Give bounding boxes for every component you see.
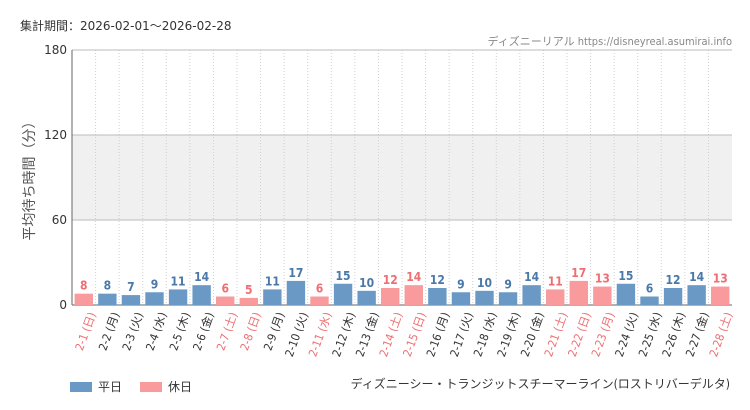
- bar: [98, 293, 117, 305]
- data-label: 9: [457, 277, 465, 291]
- x-tick-label: 2-3 (火): [119, 310, 146, 352]
- data-label: 10: [359, 276, 374, 290]
- x-tick-label: 2-8 (日): [237, 310, 264, 352]
- bar: [498, 292, 518, 305]
- x-tick-label: 2-5 (木): [166, 310, 193, 352]
- grid-band: [72, 135, 732, 220]
- data-label: 14: [689, 270, 705, 284]
- bar: [522, 285, 541, 305]
- data-label: 12: [430, 273, 445, 287]
- data-label: 15: [336, 269, 351, 283]
- data-label: 6: [221, 282, 229, 296]
- legend-label-weekday: 平日: [98, 380, 123, 394]
- data-label: 6: [316, 282, 324, 296]
- data-label: 8: [104, 279, 112, 293]
- bar: [286, 280, 306, 305]
- data-label: 14: [194, 270, 210, 284]
- x-tick-label: 2-1 (日): [72, 310, 99, 352]
- bar: [121, 295, 141, 305]
- data-label: 11: [265, 274, 280, 288]
- x-tick-label: 2-7 (土): [214, 310, 241, 352]
- bar: [616, 283, 636, 305]
- bar: [687, 285, 706, 305]
- site-credit: ディズニーリアル https://disneyreal.asumirai.inf…: [487, 35, 732, 48]
- attraction-name: ディズニーシー・トランジットスチーマーライン(ロストリバーデルタ): [350, 377, 730, 391]
- x-tick-label: 2-4 (水): [143, 310, 170, 352]
- data-label: 10: [477, 276, 492, 290]
- data-label: 8: [80, 279, 88, 293]
- y-axis-label: 平均待ち時間（分）: [22, 115, 38, 241]
- data-label: 11: [548, 274, 563, 288]
- y-tick-label: 180: [44, 43, 67, 57]
- data-label: 9: [504, 277, 512, 291]
- data-label: 14: [406, 270, 422, 284]
- data-label: 7: [127, 280, 135, 294]
- y-tick-label: 120: [44, 128, 67, 142]
- legend-item-weekday: 平日: [70, 378, 122, 395]
- data-label: 14: [524, 270, 540, 284]
- bar: [593, 286, 612, 305]
- bar: [663, 288, 683, 305]
- legend-swatch-weekday: [70, 381, 92, 392]
- bar: [192, 285, 211, 305]
- data-label: 17: [571, 266, 586, 280]
- bar: [546, 289, 565, 305]
- period-label: 集計期間：2026-02-01～2026-02-28: [20, 19, 232, 33]
- bar: [569, 280, 588, 305]
- bar: [333, 283, 353, 305]
- data-label: 17: [288, 266, 303, 280]
- legend-label-holiday: 休日: [168, 380, 193, 394]
- data-label: 5: [245, 283, 253, 297]
- y-tick-label: 60: [52, 213, 67, 227]
- legend-item-holiday: 休日: [140, 378, 192, 395]
- data-label: 13: [595, 272, 610, 286]
- bar: [310, 296, 329, 305]
- data-label: 6: [646, 282, 654, 296]
- bar: [381, 288, 400, 305]
- y-tick-label: 0: [59, 298, 67, 312]
- legend-swatch-holiday: [140, 381, 163, 392]
- data-label: 11: [171, 274, 186, 288]
- x-tick-label: 2-6 (金): [190, 310, 217, 352]
- bar: [404, 285, 423, 305]
- chart-legend: 平日 休日: [70, 378, 192, 395]
- bar: [239, 297, 258, 305]
- data-label: 15: [618, 269, 633, 283]
- data-label: 9: [151, 277, 159, 291]
- bar: [168, 289, 188, 305]
- bar: [711, 286, 730, 305]
- bar: [216, 296, 235, 305]
- bar: [475, 290, 494, 305]
- bar: [263, 289, 282, 305]
- bar: [640, 296, 659, 305]
- x-tick-label: 2-9 (月): [261, 310, 288, 352]
- bar: [145, 292, 164, 305]
- data-label: 12: [383, 273, 398, 287]
- data-label: 13: [713, 272, 728, 286]
- data-label: 12: [666, 273, 681, 287]
- bar: [451, 292, 471, 305]
- bar: [74, 293, 93, 305]
- bar: [357, 290, 376, 305]
- bar: [428, 288, 447, 305]
- x-tick-label: 2-2 (月): [96, 310, 123, 352]
